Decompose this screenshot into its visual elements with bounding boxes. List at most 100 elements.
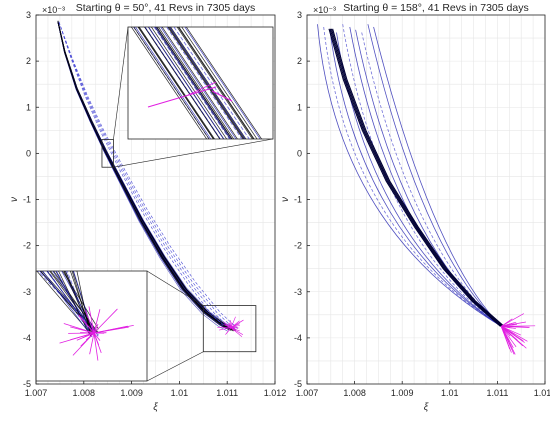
inset-magenta-segment — [93, 325, 128, 334]
y-axis-label: ν — [9, 197, 20, 202]
inset-connector — [146, 270, 204, 306]
x-tick-label: 1.011 — [216, 388, 238, 398]
inset-magenta-segment — [147, 86, 217, 108]
inset-connector — [113, 26, 129, 140]
y-tick-label: 1 — [26, 102, 31, 112]
right-chart-panel: Starting θ = 158°, 41 Revs in 7305 days ×… — [280, 2, 550, 413]
inset-magenta-segment — [211, 90, 233, 102]
inset-trajectory-line — [177, 27, 254, 139]
core-trajectory-line — [328, 28, 501, 327]
inset-magenta-segment — [93, 332, 101, 341]
inset-trajectory-line — [156, 27, 233, 139]
inset-trajectory-line — [161, 27, 238, 139]
inset-trajectory-line — [157, 27, 235, 139]
core-trajectory-line — [330, 28, 504, 327]
inset-magenta-segment — [93, 309, 101, 334]
end-point-scatter — [219, 327, 232, 331]
inset-magenta-segment — [93, 332, 100, 346]
trajectory-line — [323, 26, 502, 327]
inset-trajectory-line — [185, 27, 263, 139]
x-tick-label: 1.011 — [486, 388, 508, 398]
y-tick-label: -4 — [294, 333, 302, 343]
inset-top-zoom — [127, 26, 274, 140]
end-point-scatter — [230, 324, 240, 329]
y-tick-label: 3 — [26, 10, 31, 20]
inset-trajectory-line — [167, 27, 244, 139]
inset-trajectory-line — [166, 27, 243, 139]
y-tick-label: -1 — [23, 195, 31, 205]
inset-trajectory-line — [42, 271, 93, 338]
x-axis-label: ξ — [153, 402, 158, 413]
inset-trajectory-line — [153, 27, 230, 139]
envelope-dashed-line — [58, 21, 227, 329]
inset-connector — [146, 351, 204, 382]
inset-trajectory-line — [138, 27, 215, 139]
inset-trajectory-line — [155, 27, 232, 139]
inset-trajectory-line — [135, 27, 212, 139]
y-tick-label: -3 — [294, 287, 302, 297]
zoom-region-bottom — [202, 305, 257, 353]
end-point-scatter — [230, 327, 243, 337]
inset-trajectory-line — [130, 27, 208, 139]
inset-magenta-segment — [78, 314, 95, 334]
envelope-dashed-line — [58, 21, 231, 329]
inset-magenta-segment — [70, 332, 95, 341]
inset-trajectory-line — [55, 271, 92, 335]
trajectory-line — [367, 24, 502, 327]
inset-magenta-segment — [93, 308, 118, 334]
inset-trajectory-line — [144, 27, 221, 139]
chart-title: Starting θ = 158°, 41 Revs in 7305 days — [343, 2, 528, 14]
inset-trajectory-line — [150, 27, 228, 139]
left-chart-panel: Starting θ = 50°, 41 Revs in 7305 days ×1… — [9, 2, 286, 413]
y-tick-label: -3 — [23, 287, 31, 297]
inset-trajectory-line — [184, 27, 261, 139]
y-tick-label: -4 — [23, 333, 31, 343]
inset-magenta-segment — [88, 306, 95, 334]
trajectory-line — [57, 22, 229, 330]
series-group — [317, 24, 536, 355]
trajectory-line — [342, 24, 502, 327]
end-point-scatter — [501, 324, 517, 327]
x-tick-label: 1.009 — [120, 388, 143, 398]
inset-trajectory-line — [156, 27, 233, 139]
inset-trajectory-line — [170, 27, 247, 139]
x-tick-label: 1.007 — [296, 388, 319, 398]
y-tick-label: -2 — [23, 241, 31, 251]
inset-trajectory-line — [144, 27, 221, 139]
inset-trajectory-line — [173, 27, 250, 139]
end-point-scatter — [501, 326, 522, 336]
end-point-scatter — [501, 325, 530, 328]
inset-trajectory-line — [168, 27, 245, 139]
x-tick-label: 1.01 — [441, 388, 459, 398]
trajectory-line — [57, 22, 231, 330]
inset-trajectory-line — [63, 271, 91, 330]
core-trajectory-line — [332, 28, 505, 327]
inset-trajectory-line — [148, 27, 225, 139]
inset-magenta-segment — [84, 310, 95, 334]
chart-title: Starting θ = 50°, 41 Revs in 7305 days — [76, 2, 256, 14]
y-tick-label: 2 — [26, 56, 31, 66]
inset-trajectory-line — [169, 27, 246, 139]
end-point-scatter — [230, 327, 244, 335]
end-point-scatter — [226, 327, 232, 334]
inset-trajectory-line — [137, 27, 214, 139]
x-tick-label: 1.009 — [391, 388, 414, 398]
x-tick-label: 1.012 — [534, 388, 550, 398]
inset-trajectory-line — [154, 27, 231, 139]
zoom-region-top — [101, 139, 114, 168]
x-axis-label: ξ — [424, 402, 429, 413]
y-tick-label: -2 — [294, 241, 302, 251]
y-tick-label: -5 — [294, 379, 302, 389]
inset-curves — [130, 27, 263, 139]
inset-bottom-zoom — [35, 270, 148, 382]
inset-trajectory-line — [160, 27, 237, 139]
inset-trajectory-line — [47, 271, 92, 335]
y-tick-label: 1 — [297, 102, 302, 112]
inset-trajectory-line — [76, 271, 91, 337]
inset-magenta-segment — [63, 323, 95, 334]
end-point-scatter — [500, 326, 517, 348]
inset-curves — [36, 271, 134, 361]
x-tick-label: 1.01 — [171, 388, 189, 398]
inset-connector — [113, 138, 274, 168]
trajectory-line — [329, 29, 502, 327]
